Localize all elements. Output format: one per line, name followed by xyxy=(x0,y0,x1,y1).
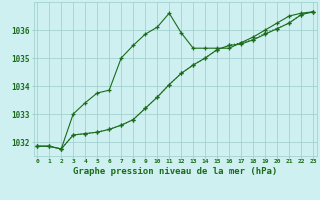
X-axis label: Graphe pression niveau de la mer (hPa): Graphe pression niveau de la mer (hPa) xyxy=(73,167,277,176)
